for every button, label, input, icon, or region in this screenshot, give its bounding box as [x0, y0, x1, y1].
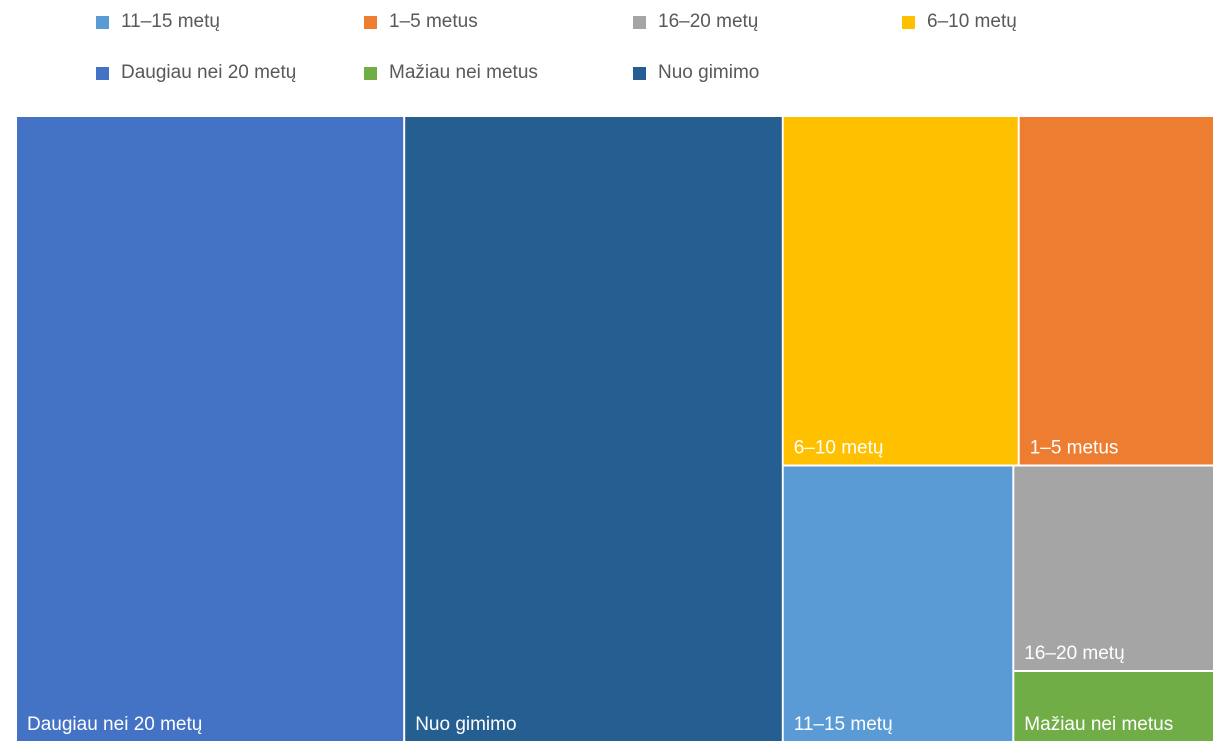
legend-item-daugiau-nei-20-metu: Daugiau nei 20 metų [96, 59, 296, 87]
legend-swatch [633, 15, 646, 29]
legend-swatch [96, 15, 109, 29]
tile-maziau-nei-metus: Mažiau nei metus [1014, 672, 1213, 741]
legend-label: Daugiau nei 20 metų [121, 62, 297, 83]
legend-label: Mažiau nei metus [389, 62, 538, 83]
legend-label: Nuo gimimo [658, 62, 760, 83]
tile-rect-maziau-nei-metus [1014, 672, 1213, 741]
tile-rect-11-15-metu [783, 466, 1013, 741]
tile-label-6-10-metu: 6–10 metų [794, 438, 884, 459]
legend-item-nuo-gimimo: Nuo gimimo [633, 59, 759, 87]
tile-label-11-15-metu: 11–15 metų [794, 714, 893, 735]
legend-item-1-5-metus: 1–5 metus [364, 8, 478, 36]
legend-label: 11–15 metų [121, 11, 220, 32]
chart-legend: 11–15 metų 1–5 metus 16–20 metų 6–10 metų Da… [0, 0, 1216, 110]
tile-rect-nuo-gimimo [405, 117, 782, 741]
legend-item-6-10-metu: 6–10 metų [902, 8, 1017, 36]
legend-swatch [364, 66, 377, 80]
tile-label-maziau-nei-metus: Mažiau nei metus [1024, 714, 1173, 735]
tile-11-15-metu: 11–15 metų [783, 466, 1013, 741]
legend-label: 16–20 metų [658, 11, 759, 32]
legend-swatch [96, 66, 109, 80]
legend-item-11-15-metu: 11–15 metų [96, 8, 220, 36]
tile-rect-daugiau-nei-20-metu [17, 117, 404, 741]
legend-label: 1–5 metus [389, 11, 478, 32]
legend-item-16-20-metu: 16–20 metų [633, 8, 758, 36]
tile-label-16-20-metu: 16–20 metų [1024, 643, 1124, 664]
tile-1-5-metus: 1–5 metus [1019, 117, 1213, 465]
legend-swatch [364, 15, 377, 29]
tile-label-daugiau-nei-20-metu: Daugiau nei 20 metų [27, 714, 202, 735]
legend-item-maziau-nei-metus: Mažiau nei metus [364, 59, 538, 87]
tile-rect-1-5-metus [1019, 117, 1213, 465]
tile-nuo-gimimo: Nuo gimimo [405, 117, 782, 741]
tile-label-nuo-gimimo: Nuo gimimo [415, 714, 516, 735]
tile-16-20-metu: 16–20 metų [1014, 466, 1213, 670]
tile-daugiau-nei-20-metu: Daugiau nei 20 metų [17, 117, 404, 741]
legend-swatch [633, 66, 646, 80]
tile-rect-6-10-metu [783, 117, 1018, 465]
legend-label: 6–10 metų [927, 11, 1017, 32]
legend-swatch [902, 15, 915, 29]
tile-rect-16-20-metu [1014, 466, 1213, 670]
tile-label-1-5-metus: 1–5 metus [1030, 438, 1119, 459]
tile-6-10-metu: 6–10 metų [783, 117, 1018, 465]
